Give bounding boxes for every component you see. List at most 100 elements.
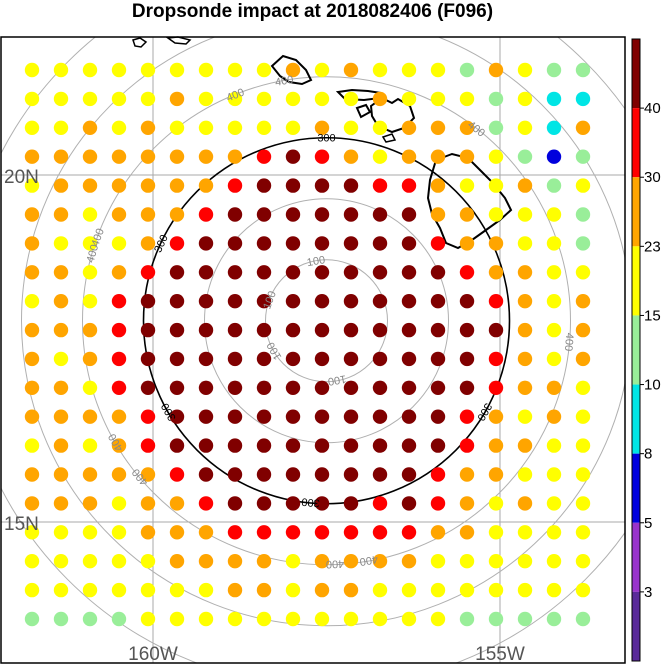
impact-dot bbox=[53, 582, 69, 598]
impact-dot bbox=[517, 496, 533, 511]
impact-dot bbox=[82, 294, 98, 309]
impact-dot bbox=[459, 322, 475, 338]
impact-dot bbox=[140, 525, 156, 540]
impact-dot bbox=[82, 409, 98, 424]
impact-dot bbox=[256, 91, 272, 107]
impact-dot bbox=[401, 409, 417, 424]
impact-dot bbox=[488, 178, 504, 193]
impact-dot bbox=[53, 294, 69, 309]
impact-dot bbox=[430, 582, 446, 598]
impact-dot bbox=[575, 380, 591, 395]
impact-dot bbox=[401, 178, 417, 193]
impact-dot bbox=[111, 467, 127, 482]
impact-dot bbox=[111, 322, 127, 338]
impact-dot bbox=[401, 351, 417, 367]
impact-dot bbox=[546, 582, 562, 598]
impact-dot bbox=[314, 554, 330, 569]
range-ring-label-300: 300 bbox=[152, 233, 171, 255]
colorbar-swatch bbox=[632, 108, 640, 178]
impact-dot bbox=[53, 178, 69, 193]
impact-dot bbox=[401, 207, 417, 222]
impact-dot bbox=[24, 611, 40, 627]
impact-dot bbox=[24, 554, 40, 569]
impact-dot bbox=[488, 467, 504, 482]
impact-dot bbox=[82, 322, 98, 338]
impact-dot bbox=[285, 438, 301, 453]
impact-dot bbox=[517, 438, 533, 453]
impact-dot bbox=[459, 62, 475, 78]
impact-dot bbox=[198, 525, 214, 540]
impact-dot bbox=[24, 265, 40, 280]
impact-dot bbox=[314, 294, 330, 309]
colorbar-label: 10 bbox=[644, 377, 661, 394]
coastline-big-island bbox=[426, 152, 513, 250]
impact-dot bbox=[517, 380, 533, 395]
impact-dot bbox=[372, 554, 388, 569]
impact-dot bbox=[314, 409, 330, 424]
impact-dot bbox=[140, 380, 156, 395]
impact-dot bbox=[53, 149, 69, 164]
impact-dot bbox=[401, 611, 417, 627]
impact-dot bbox=[459, 91, 475, 107]
impact-dot bbox=[517, 62, 533, 78]
impact-dot bbox=[488, 207, 504, 222]
impact-dot bbox=[169, 322, 185, 338]
impact-dot bbox=[256, 380, 272, 395]
impact-dot bbox=[227, 178, 243, 193]
impact-dot bbox=[517, 294, 533, 309]
impact-dot bbox=[314, 496, 330, 511]
impact-dot bbox=[517, 409, 533, 424]
impact-dot bbox=[546, 91, 562, 107]
impact-dot bbox=[459, 294, 475, 309]
impact-dot bbox=[169, 265, 185, 280]
impact-dot bbox=[24, 120, 40, 135]
impact-dot bbox=[82, 496, 98, 511]
impact-dot bbox=[546, 438, 562, 453]
colorbar-swatch bbox=[632, 384, 640, 454]
impact-dot bbox=[343, 120, 359, 135]
impact-dot bbox=[227, 582, 243, 598]
range-ring-label-400: 400 bbox=[274, 74, 294, 89]
range-ring-label-400: 400 bbox=[106, 431, 126, 453]
impact-dot bbox=[140, 351, 156, 367]
impact-dot bbox=[256, 611, 272, 627]
impact-dot bbox=[575, 120, 591, 135]
impact-dot bbox=[372, 351, 388, 367]
impact-dot bbox=[169, 120, 185, 135]
impact-dot bbox=[227, 554, 243, 569]
impact-dot bbox=[53, 554, 69, 569]
impact-dot bbox=[575, 322, 591, 338]
impact-dot bbox=[314, 380, 330, 395]
impact-dot bbox=[140, 265, 156, 280]
colorbar-label: 30 bbox=[644, 169, 661, 186]
impact-dot bbox=[314, 91, 330, 107]
impact-dot bbox=[53, 236, 69, 251]
impact-dot bbox=[343, 467, 359, 482]
impact-dot bbox=[546, 351, 562, 367]
impact-dot bbox=[517, 265, 533, 280]
impact-dot bbox=[343, 554, 359, 569]
impact-dot bbox=[488, 91, 504, 107]
colorbar-label: 3 bbox=[644, 584, 652, 601]
impact-dot bbox=[285, 120, 301, 135]
lon-label: 155W bbox=[475, 644, 525, 664]
impact-dot bbox=[53, 409, 69, 424]
impact-dot bbox=[546, 178, 562, 193]
impact-dot bbox=[459, 496, 475, 511]
impact-dot bbox=[401, 322, 417, 338]
impact-dot bbox=[24, 236, 40, 251]
impact-dot bbox=[459, 236, 475, 251]
range-ring-label-100: 100 bbox=[306, 254, 326, 269]
impact-dot bbox=[488, 525, 504, 540]
impact-dot bbox=[53, 322, 69, 338]
impact-dot bbox=[227, 380, 243, 395]
impact-dot bbox=[343, 351, 359, 367]
impact-dot bbox=[111, 409, 127, 424]
impact-dot bbox=[82, 62, 98, 78]
impact-dot bbox=[140, 496, 156, 511]
impact-dot bbox=[227, 322, 243, 338]
impact-dot bbox=[430, 438, 446, 453]
impact-dot bbox=[285, 178, 301, 193]
impact-dot bbox=[285, 62, 301, 78]
impact-dot bbox=[546, 120, 562, 135]
